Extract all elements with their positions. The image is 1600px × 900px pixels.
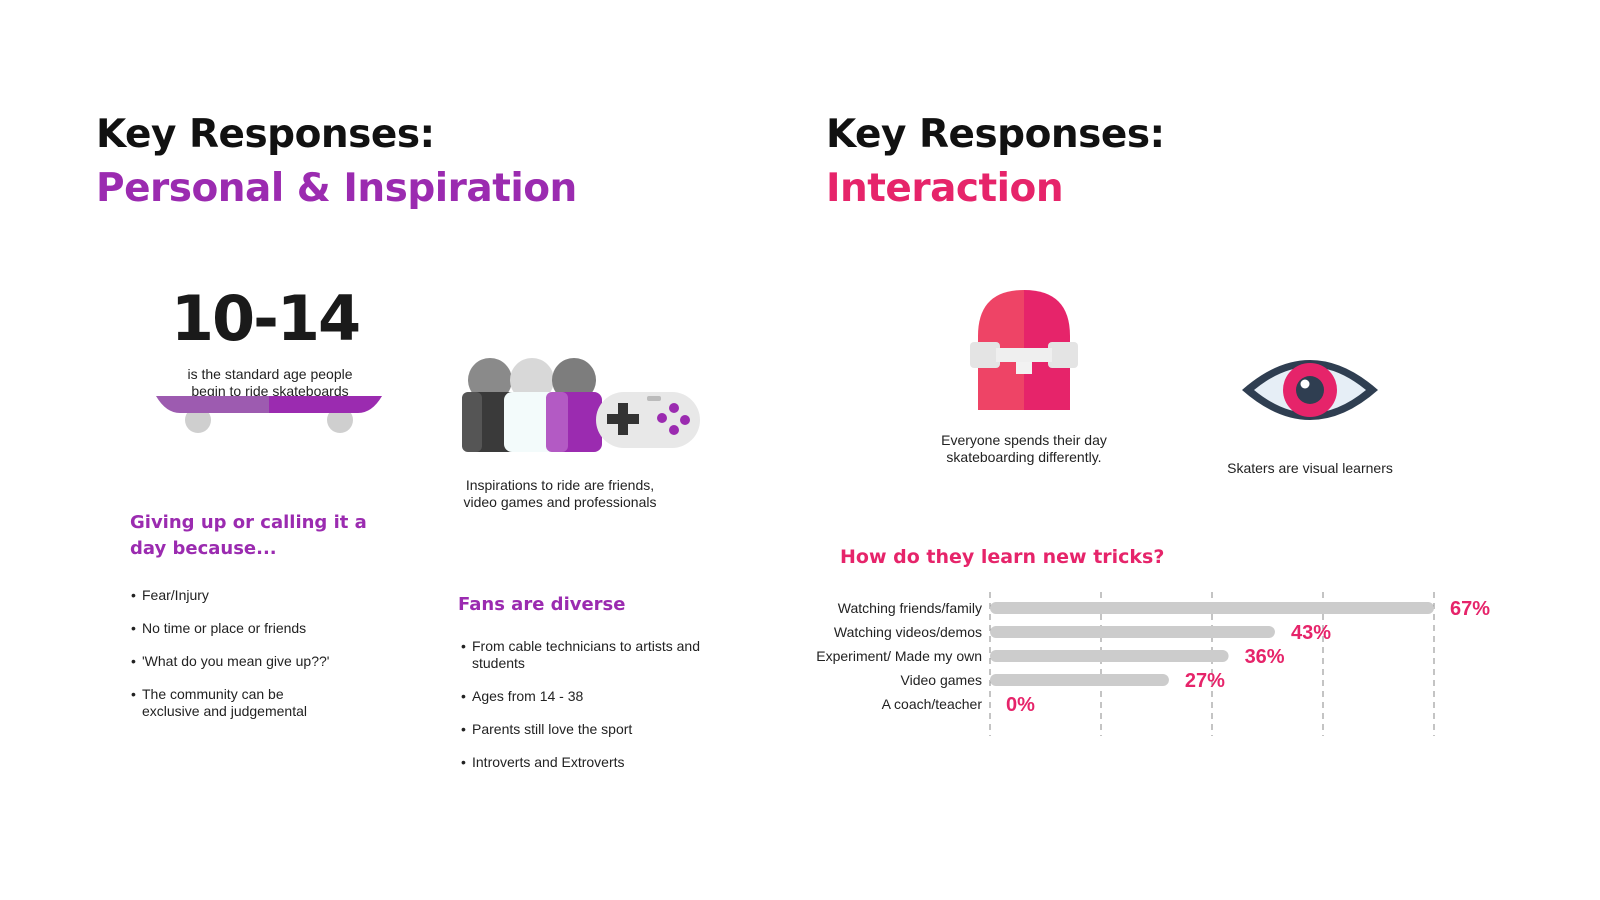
chart-value-labels: 67% 43% 36% 27% 0% xyxy=(1006,598,1490,716)
learn-tricks-bar-chart: Watching friends/family Watching videos/d… xyxy=(816,592,1490,736)
value-label: 36% xyxy=(1245,646,1285,668)
category-label: Watching friends/family xyxy=(838,600,982,616)
skate-caption-line2: skateboarding differently. xyxy=(946,449,1102,465)
left-heading-line2: Personal & Inspiration xyxy=(96,166,577,211)
category-label: Video games xyxy=(901,672,982,688)
skate-caption-line1: Everyone spends their day xyxy=(941,432,1107,448)
giving-up-title: Giving up or calling it a day because... xyxy=(130,510,430,562)
inspiration-caption-line2: video games and professionals xyxy=(463,494,657,510)
value-label: 67% xyxy=(1450,598,1490,620)
right-heading: Key Responses: Interaction xyxy=(826,108,1165,216)
chart-category-labels: Watching friends/family Watching videos/d… xyxy=(816,600,982,712)
chart-bars xyxy=(990,602,1434,686)
list-item: No time or place or friends xyxy=(130,620,340,637)
giving-up-title-line1: Giving up or calling it a xyxy=(130,512,367,533)
left-heading: Key Responses: Personal & Inspiration xyxy=(96,108,577,216)
chart-title: How do they learn new tricks? xyxy=(840,546,1165,568)
skate-caption: Everyone spends their day skateboarding … xyxy=(926,432,1122,466)
giving-up-list: Fear/Injury No time or place or friends … xyxy=(130,587,340,736)
age-caption-line2: begin to ride skateboards xyxy=(191,383,349,399)
bar xyxy=(990,602,1434,614)
list-item: Introverts and Extroverts xyxy=(460,754,720,771)
list-item: From cable technicians to artists and st… xyxy=(460,638,720,672)
list-item: Fear/Injury xyxy=(130,587,340,604)
list-item: 'What do you mean give up??' xyxy=(130,653,340,670)
inspiration-caption-line1: Inspirations to ride are friends, xyxy=(465,477,655,493)
list-item: Ages from 14 - 38 xyxy=(460,688,720,705)
list-item: Parents still love the sport xyxy=(460,721,720,738)
right-heading-line2: Interaction xyxy=(826,166,1064,211)
right-heading-line1: Key Responses: xyxy=(826,112,1165,157)
eye-icon xyxy=(1242,360,1378,420)
game-controller-icon xyxy=(596,392,700,448)
giving-up-title-line2: day because... xyxy=(130,538,277,559)
value-label: 43% xyxy=(1291,622,1331,644)
age-range-number: 10-14 xyxy=(170,282,361,355)
eye-caption: Skaters are visual learners xyxy=(1227,460,1393,476)
fans-title: Fans are diverse xyxy=(458,594,626,615)
skateboard-icon xyxy=(156,396,382,433)
list-item: The community can be exclusive and judge… xyxy=(130,686,340,720)
bar xyxy=(990,626,1275,638)
bar xyxy=(990,674,1169,686)
age-caption-line1: is the standard age people xyxy=(187,366,353,382)
value-label: 0% xyxy=(1006,694,1035,716)
value-label: 27% xyxy=(1185,670,1225,692)
inspiration-caption: Inspirations to ride are friends, video … xyxy=(440,477,680,511)
age-caption: is the standard age people begin to ride… xyxy=(160,366,380,400)
left-heading-line1: Key Responses: xyxy=(96,112,435,157)
skateboard-deck-icon xyxy=(970,290,1078,410)
fans-list: From cable technicians to artists and st… xyxy=(460,638,720,787)
category-label: A coach/teacher xyxy=(882,696,983,712)
category-label: Experiment/ Made my own xyxy=(816,648,982,664)
bar xyxy=(990,650,1229,662)
category-label: Watching videos/demos xyxy=(834,624,982,640)
group-of-people-icon xyxy=(462,358,700,452)
chart-grid xyxy=(989,592,1435,736)
